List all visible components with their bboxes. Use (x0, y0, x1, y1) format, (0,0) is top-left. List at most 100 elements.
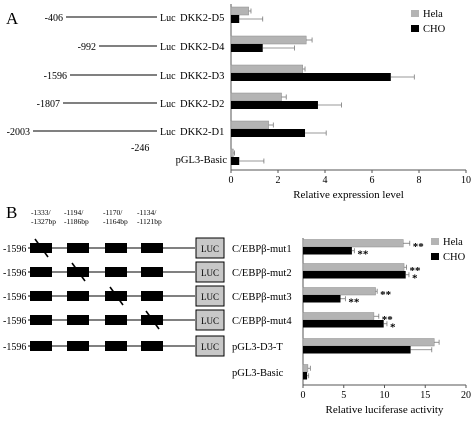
bar-hela (302, 338, 435, 347)
binding-site-box (67, 341, 89, 351)
significance-annotation: ** (348, 297, 360, 309)
luc-box-label: LUC (201, 292, 219, 302)
panel-a-construct-diagram: A -406 Luc DKK2-D5 -992 Luc DKK2-D4 -1596 Luc DK… (6, 9, 227, 166)
luc-box-label: LUC (201, 244, 219, 254)
bar-cho (303, 271, 406, 279)
significance-annotation: ** (413, 241, 425, 253)
binding-site-box (67, 291, 89, 301)
x-axis-title: Relative luciferase activity (326, 404, 444, 416)
construct-start-label: -1596 (3, 316, 26, 327)
legend-label: Hela (443, 237, 463, 248)
binding-site-position-label: -1186bp (64, 217, 89, 226)
binding-site-position-label: -1194/ (64, 208, 84, 217)
mutation-slash (71, 262, 86, 282)
bar-cho (231, 101, 318, 109)
binding-site-box (141, 267, 163, 277)
legend-swatch-cho (411, 25, 419, 32)
construct-name-label: C/EBPβ-mut1 (232, 244, 292, 255)
luc-box-label: LUC (201, 316, 219, 326)
construct-position-label: -246 (131, 143, 149, 154)
bar-cho (303, 372, 308, 380)
construct-start-label: -1596 (3, 292, 26, 303)
binding-site-box (67, 315, 89, 325)
bar-hela (302, 364, 309, 373)
luc-label: Luc (160, 99, 176, 110)
luc-box (195, 261, 225, 283)
panel-b-label: B (6, 203, 17, 222)
construct-position-label: -1596 (44, 71, 67, 82)
bar-hela (230, 120, 269, 130)
luc-box (195, 237, 225, 259)
luc-label: Luc (160, 127, 176, 138)
luc-box (195, 309, 225, 331)
panel-a-label: A (6, 9, 19, 28)
construct-name-label: DKK2-D1 (180, 127, 224, 138)
binding-site-box (30, 315, 52, 325)
bar-cho (231, 129, 306, 137)
binding-site-box (30, 341, 52, 351)
significance-annotation: ** (382, 314, 394, 326)
bar-cho (303, 346, 411, 354)
binding-site-box (105, 315, 127, 325)
mutation-slash (109, 286, 124, 306)
significance-annotation: ** (357, 249, 369, 261)
luc-box-label: LUC (201, 342, 219, 352)
binding-site-box (67, 243, 89, 253)
luc-box (195, 285, 225, 307)
luc-label: Luc (160, 71, 176, 82)
binding-site-position-label: -1170/ (103, 208, 123, 217)
x-tick-label: 2 (276, 175, 281, 186)
construct-start-label: -1596 (3, 342, 26, 353)
construct-name-label: DKK2-D4 (180, 42, 225, 53)
luc-label: Luc (160, 13, 176, 24)
significance-annotation: ** (410, 265, 422, 277)
construct-name-label: pGL3-D3-T (232, 342, 283, 353)
x-tick-label: 4 (323, 175, 328, 186)
bar-cho (303, 320, 384, 328)
bar-cho (231, 73, 391, 81)
binding-site-box (105, 243, 127, 253)
binding-site-position-label: -1121bp (137, 217, 162, 226)
construct-name-label: DKK2-D2 (180, 99, 224, 110)
significance-annotation: * (412, 273, 418, 285)
bar-cho (303, 247, 352, 255)
luc-label: Luc (160, 42, 176, 53)
construct-start-label: -1596 (3, 268, 26, 279)
x-tick-label: 6 (370, 175, 375, 186)
significance-annotation: ** (380, 289, 392, 301)
x-tick-label: 15 (420, 390, 430, 401)
bar-hela (302, 312, 375, 321)
panel-b-construct-diagram: B -1333/-1327bp -1194/-1186bp -1170/-1164b… (3, 203, 292, 379)
bar-cho (231, 15, 240, 23)
binding-site-box (141, 291, 163, 301)
binding-site-box (105, 267, 127, 277)
legend-label: CHO (423, 24, 446, 35)
construct-name-label: pGL3-Basic (176, 155, 228, 166)
luc-box-label: LUC (201, 268, 219, 278)
legend-swatch-hela (411, 10, 419, 17)
x-tick-label: 0 (229, 175, 234, 186)
x-tick-label: 10 (461, 175, 471, 186)
bar-hela (230, 64, 303, 74)
bar-hela (230, 148, 234, 158)
x-tick-label: 8 (417, 175, 422, 186)
construct-position-label: -2003 (7, 127, 30, 138)
bar-cho (231, 44, 263, 52)
x-tick-label: 10 (380, 390, 390, 401)
bar-hela (302, 287, 376, 296)
binding-site-box (30, 291, 52, 301)
construct-position-label: -1807 (37, 99, 60, 110)
bar-hela (302, 263, 405, 272)
mutation-slash (34, 238, 49, 258)
construct-name-label: DKK2-D5 (180, 13, 224, 24)
binding-site-position-label: -1134/ (137, 208, 157, 217)
construct-position-label: -992 (78, 42, 96, 53)
bar-hela (230, 35, 307, 45)
x-axis-title: Relative expression level (293, 189, 404, 201)
bar-hela (302, 239, 404, 248)
binding-site-position-label: -1164bp (103, 217, 128, 226)
significance-annotation: * (390, 322, 396, 334)
binding-site-position-label: -1333/ (31, 208, 51, 217)
